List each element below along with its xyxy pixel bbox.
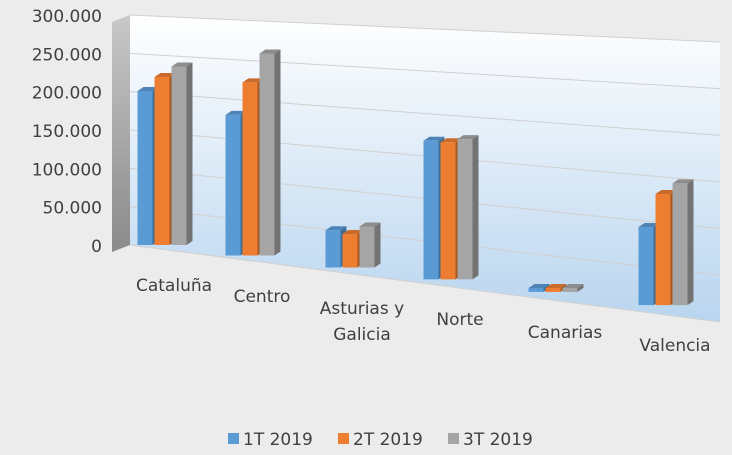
bar-face — [225, 110, 247, 115]
grid-line — [129, 244, 721, 323]
bar-face — [577, 283, 584, 292]
bar-face — [440, 138, 462, 143]
bar-face — [137, 91, 153, 245]
legend-label: 2T 2019 — [353, 430, 423, 450]
bar — [672, 179, 694, 306]
grid-line — [129, 91, 721, 136]
bar-face — [154, 77, 170, 245]
side-wall — [112, 15, 130, 252]
bar-face — [154, 73, 176, 77]
bar-face — [342, 229, 364, 234]
y-tick-label: 0 — [91, 237, 102, 257]
bar-face — [457, 135, 479, 140]
bar — [457, 135, 479, 280]
bar-face — [259, 53, 275, 256]
bar — [259, 49, 281, 256]
bar-face — [374, 222, 381, 268]
bar-face — [423, 140, 439, 280]
bar-face — [325, 230, 341, 268]
y-tick-label: 250.000 — [32, 45, 102, 65]
legend-swatch — [448, 433, 459, 444]
legend-swatch — [338, 433, 349, 444]
bar-face — [242, 82, 258, 256]
y-tick-label: 150.000 — [32, 122, 102, 142]
bar-face — [137, 87, 159, 91]
bar-face — [672, 179, 694, 184]
bar-face — [545, 287, 561, 292]
bar-face — [528, 287, 544, 292]
bar-face — [440, 142, 456, 280]
bar-face — [325, 226, 347, 231]
legend-swatch — [228, 433, 239, 444]
bar-face — [423, 136, 445, 141]
bar-face — [171, 66, 187, 245]
y-tick-label: 300.000 — [32, 7, 102, 27]
y-tick-label: 200.000 — [32, 84, 102, 104]
bar-face — [359, 226, 375, 268]
bar-face — [472, 135, 479, 280]
bar-face — [225, 114, 241, 256]
bar-face — [186, 62, 193, 245]
grid-line — [129, 52, 721, 90]
bar-face — [638, 226, 654, 306]
x-tick-label: Valencia — [639, 336, 711, 357]
bar-face — [528, 283, 550, 288]
x-tick-label: Centro — [233, 286, 291, 307]
bar-face — [562, 287, 578, 292]
bar-face — [242, 78, 264, 83]
bar-face — [274, 49, 281, 256]
x-tick-label: Norte — [436, 310, 484, 331]
legend-label: 3T 2019 — [463, 430, 533, 450]
y-tick-label: 50.000 — [43, 199, 102, 219]
x-tick-label: Cataluña — [135, 276, 213, 296]
bar-face — [342, 233, 358, 268]
bar — [359, 222, 381, 268]
bar-face — [359, 222, 381, 227]
bar-face — [638, 222, 660, 227]
x-tick-label: Asturias y Galicia — [319, 298, 405, 345]
bar — [171, 62, 193, 245]
grid-line — [129, 14, 721, 43]
bar-face — [171, 62, 193, 67]
bar-face — [655, 190, 677, 195]
bar-face — [687, 179, 694, 306]
y-tick-label: 100.000 — [32, 160, 102, 180]
bar — [562, 283, 584, 292]
bar-face — [562, 283, 584, 288]
x-tick-label: Canarias — [527, 322, 603, 343]
bar-face — [655, 194, 671, 306]
legend-label: 1T 2019 — [243, 430, 313, 450]
bar-face — [457, 139, 473, 280]
bar-face — [259, 49, 281, 54]
bar-face — [672, 183, 688, 306]
bar-face — [545, 283, 567, 288]
